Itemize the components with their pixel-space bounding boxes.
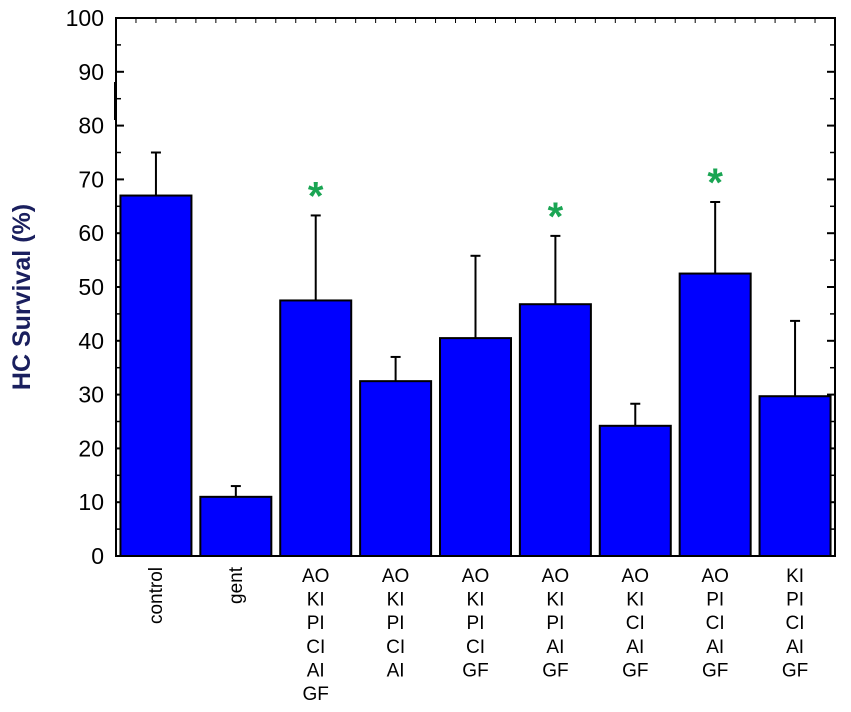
y-tick-label: 80 — [78, 113, 104, 139]
x-category-label-line: KI — [626, 590, 644, 611]
x-category-label-line: AI — [706, 637, 724, 658]
x-category-label-line: KI — [786, 566, 804, 587]
x-category-label-line: AO — [701, 566, 728, 587]
y-tick-label: 30 — [78, 382, 104, 408]
x-category-label-line: AO — [302, 566, 329, 587]
y-tick-label: 70 — [78, 166, 104, 192]
x-category-label-line: AI — [546, 637, 564, 658]
x-category-label-line: GF — [542, 660, 568, 681]
x-category-label-line: GF — [622, 660, 648, 681]
bar — [279, 299, 353, 558]
x-category-label-line: GF — [462, 660, 488, 681]
x-category-label-line: PI — [387, 613, 405, 634]
x-category-label-line: AO — [382, 566, 409, 587]
bar — [598, 424, 672, 557]
x-category-label-line: CI — [306, 637, 325, 658]
y-tick-label: 100 — [66, 5, 104, 31]
x-category-label-line: CI — [786, 613, 805, 634]
x-category-label-line: GF — [782, 660, 808, 681]
x-category-label-line: PI — [786, 590, 804, 611]
y-tick-label: 50 — [78, 274, 104, 300]
x-category-label-line: PI — [546, 613, 564, 634]
x-category-label-line: AI — [786, 637, 804, 658]
y-tick-label: 20 — [78, 435, 104, 461]
x-category-label: control — [146, 567, 167, 624]
x-category-label-line: CI — [386, 637, 405, 658]
x-category-label-line: AI — [307, 660, 325, 681]
x-category-label-line: KI — [467, 590, 485, 611]
x-category-label-line: GF — [702, 660, 728, 681]
x-category-label-line: PI — [307, 613, 325, 634]
x-category-label-line: GF — [303, 684, 329, 705]
x-category-label-line: PI — [467, 613, 485, 634]
x-category-label-line: AO — [542, 566, 569, 587]
y-tick-label: 90 — [78, 59, 104, 85]
bar — [678, 272, 752, 557]
x-category-label-line: KI — [546, 590, 564, 611]
y-axis-label: HC Survival (%) — [8, 204, 36, 390]
x-category-label-line: AO — [622, 566, 649, 587]
bar — [119, 194, 193, 557]
bar — [439, 337, 512, 557]
y-tick-label: 0 — [91, 543, 104, 569]
bar — [758, 395, 832, 557]
x-category-label-line: KI — [387, 590, 405, 611]
x-category-label-line: CI — [626, 613, 645, 634]
y-tick-label: 60 — [78, 220, 104, 246]
x-category-label-line: AI — [626, 637, 644, 658]
y-tick-label: 10 — [78, 489, 104, 515]
bar — [199, 495, 273, 558]
bar — [359, 380, 433, 557]
x-category-label-line: CI — [706, 613, 725, 634]
x-category-label-line: CI — [466, 637, 485, 658]
y-tick-label: 40 — [78, 328, 104, 354]
x-category-label-line: KI — [307, 590, 325, 611]
significance-star: * — [548, 195, 564, 239]
significance-star: * — [707, 161, 723, 205]
x-category-label-line: AI — [387, 660, 405, 681]
bar — [518, 303, 592, 557]
x-category-label-line: AO — [462, 566, 489, 587]
x-category-label: gent — [226, 566, 247, 604]
significance-star: * — [308, 174, 324, 218]
x-category-label-line: PI — [706, 590, 724, 611]
